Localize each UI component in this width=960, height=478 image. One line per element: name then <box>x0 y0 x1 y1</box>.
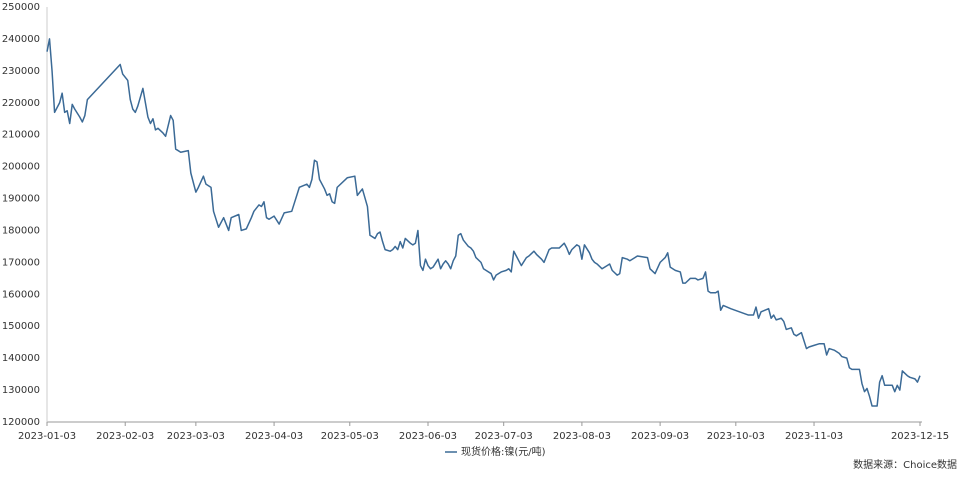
y-tick-label: 210000 <box>2 130 40 141</box>
y-tick-label: 120000 <box>2 417 40 428</box>
y-tick-label: 170000 <box>2 257 40 268</box>
x-tick-label: 2023-04-03 <box>245 431 303 442</box>
y-tick-label: 160000 <box>2 289 40 300</box>
x-tick-label: 2023-08-03 <box>553 431 611 442</box>
x-tick-label: 2023-05-03 <box>321 431 379 442</box>
x-tick-label: 2023-03-03 <box>167 431 225 442</box>
x-tick-label: 2023-09-03 <box>631 431 689 442</box>
y-tick-label: 220000 <box>2 98 40 109</box>
y-tick-label: 230000 <box>2 66 40 77</box>
x-tick-label: 2023-02-03 <box>96 431 154 442</box>
x-tick-label: 2023-10-03 <box>707 431 765 442</box>
y-tick-label: 150000 <box>2 321 40 332</box>
x-tick-label: 2023-06-03 <box>399 431 457 442</box>
series-line <box>46 38 921 407</box>
y-tick-label: 200000 <box>2 162 40 173</box>
legend-label: 现货价格:镍(元/吨) <box>461 445 546 458</box>
y-tick-label: 250000 <box>2 2 40 13</box>
source-note: 数据来源：Choice数据 <box>853 458 957 471</box>
y-tick-label: 130000 <box>2 385 40 396</box>
x-tick-label: 2023-07-03 <box>475 431 533 442</box>
y-tick-label: 190000 <box>2 194 40 205</box>
y-tick-label: 240000 <box>2 34 40 45</box>
x-tick-label: 2023-01-03 <box>18 431 76 442</box>
y-tick-label: 140000 <box>2 353 40 364</box>
x-tick-label: 2023-12-15 <box>891 431 949 442</box>
x-tick-label: 2023-11-03 <box>785 431 843 442</box>
y-tick-label: 180000 <box>2 225 40 236</box>
